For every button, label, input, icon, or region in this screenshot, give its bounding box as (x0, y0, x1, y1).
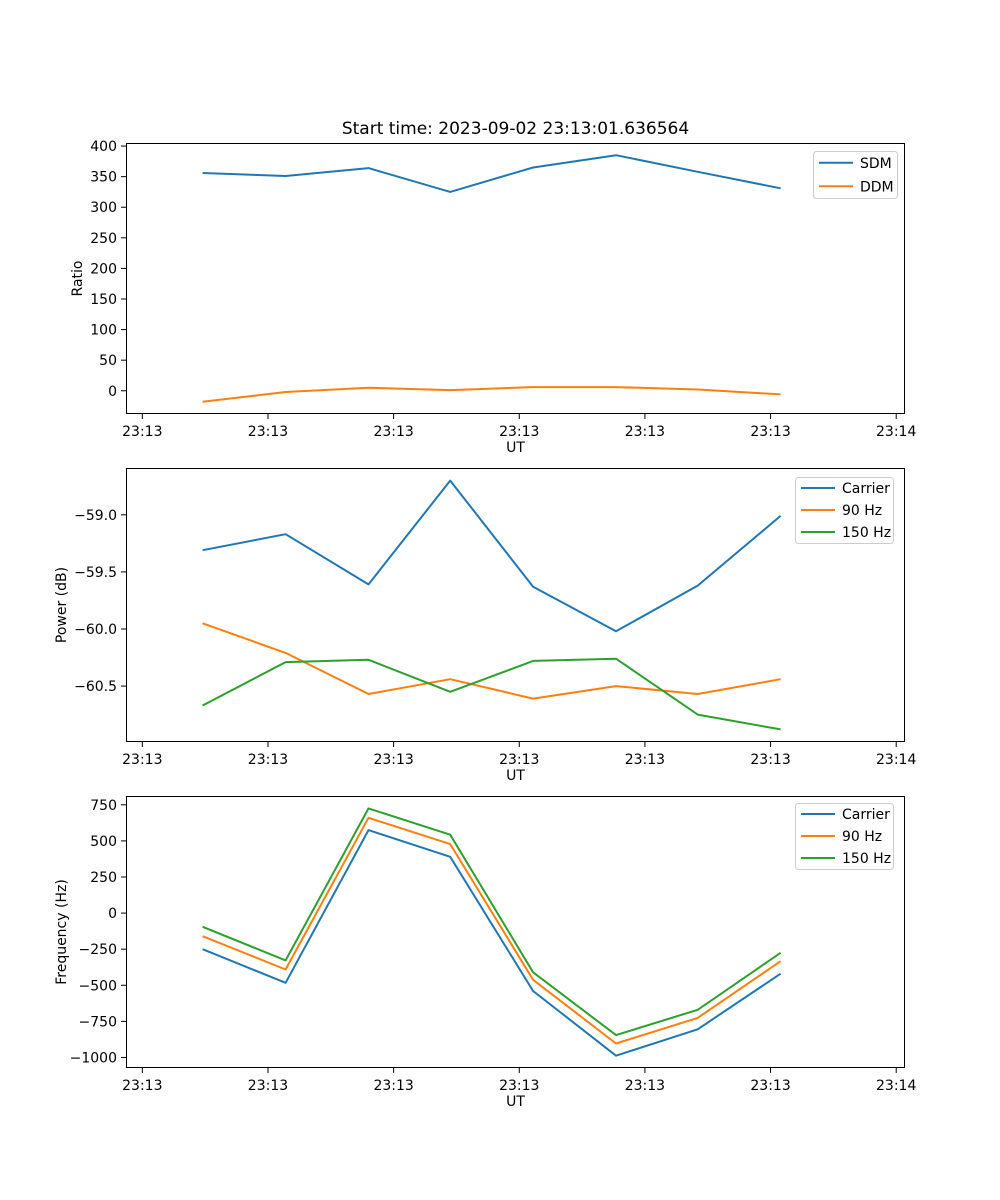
x-tick-label: 23:13 (750, 752, 790, 768)
x-axis-label: UT (506, 1094, 525, 1110)
y-tick-label: 400 (90, 139, 117, 155)
legend-label: DDM (860, 179, 894, 195)
y-tick-label: −60.5 (74, 679, 117, 695)
x-tick-label: 23:13 (122, 424, 162, 440)
frequency-chart: 23:13 23:13 23:13 23:13 23:13 23:13 23:14 −1000… (54, 796, 916, 1110)
y-tick-label: −60.0 (74, 622, 117, 638)
x-tick-label: 23:13 (625, 1078, 665, 1094)
y-tick-label: −1000 (70, 1050, 117, 1066)
y-tick-label: −500 (79, 978, 117, 994)
legend-label: 150 Hz (842, 851, 891, 867)
power-chart: 23:13 23:13 23:13 23:13 23:13 23:13 23:14 −60.5… (54, 468, 916, 784)
x-tick-label: 23:13 (750, 424, 790, 440)
150-hz-line (202, 807, 782, 1037)
y-tick-label: −59.0 (74, 508, 117, 524)
x-tick-label: 23:13 (248, 424, 288, 440)
legend-label: 150 Hz (842, 525, 891, 541)
ratio-chart: 23:13 23:13 23:13 23:13 23:13 23:13 23:14 0 50 10… (70, 139, 916, 456)
ddm-line (202, 386, 781, 403)
y-tick-label: 50 (99, 353, 117, 369)
y-axis-label: Power (dB) (54, 567, 70, 643)
x-tick-label: 23:13 (248, 1078, 288, 1094)
90-hz-line (202, 622, 781, 700)
carrier-line (202, 829, 782, 1057)
y-tick-label: −250 (79, 942, 117, 958)
y-tick-label: 750 (90, 798, 117, 814)
y-tick-label: −59.5 (74, 565, 117, 581)
legend-label: Carrier (842, 481, 890, 497)
legend: SDM DDM (813, 151, 898, 199)
sdm-line (202, 154, 781, 193)
y-tick-label: 500 (90, 834, 117, 850)
y-tick-label: 300 (90, 200, 117, 216)
y-tick-label: 250 (90, 870, 117, 886)
legend-label: 90 Hz (842, 829, 882, 845)
y-tick-label: 100 (90, 323, 117, 339)
x-tick-label: 23:13 (625, 424, 665, 440)
x-tick-label: 23:13 (750, 1078, 790, 1094)
legend-box (795, 477, 894, 544)
y-tick-label: 350 (90, 170, 117, 186)
y-axis-label: Frequency (Hz) (54, 879, 70, 985)
y-tick-label: 0 (108, 384, 117, 400)
plot-frame (126, 796, 905, 1068)
chart-title: Start time: 2023-09-02 23:13:01.636564 (341, 119, 690, 139)
x-tick-label: 23:13 (373, 1078, 413, 1094)
y-tick-label: 200 (90, 261, 117, 277)
x-tick-label: 23:13 (122, 752, 162, 768)
x-tick-label: 23:13 (499, 424, 539, 440)
150-hz-line (202, 657, 781, 731)
carrier-line (202, 479, 782, 633)
legend-label: Carrier (842, 807, 890, 823)
y-axis-label: Ratio (70, 261, 86, 297)
y-tick-label: 150 (90, 292, 117, 308)
y-tick-label: −750 (79, 1014, 117, 1030)
x-axis-label: UT (506, 768, 525, 784)
x-tick-label: 23:13 (499, 752, 539, 768)
legend: Carrier 90 Hz 150 Hz (795, 803, 894, 870)
legend-box (795, 803, 894, 870)
legend: Carrier 90 Hz 150 Hz (795, 477, 894, 544)
90-hz-line (202, 816, 782, 1045)
x-axis-label: UT (506, 440, 525, 456)
x-tick-label: 23:13 (122, 1078, 162, 1094)
legend-label: 90 Hz (842, 503, 882, 519)
x-tick-label: 23:13 (248, 752, 288, 768)
x-tick-label: 23:13 (373, 752, 413, 768)
plot-frame (126, 468, 905, 742)
x-tick-label: 23:13 (373, 424, 413, 440)
x-tick-label: 23:13 (499, 1078, 539, 1094)
plot-frame (126, 143, 905, 414)
legend-label: SDM (860, 156, 892, 172)
y-tick-label: 250 (90, 231, 117, 247)
x-tick-label: 23:14 (876, 424, 916, 440)
y-tick-label: 0 (108, 906, 117, 922)
x-tick-label: 23:13 (625, 752, 665, 768)
x-tick-label: 23:14 (876, 752, 916, 768)
x-tick-label: 23:14 (876, 1078, 916, 1094)
